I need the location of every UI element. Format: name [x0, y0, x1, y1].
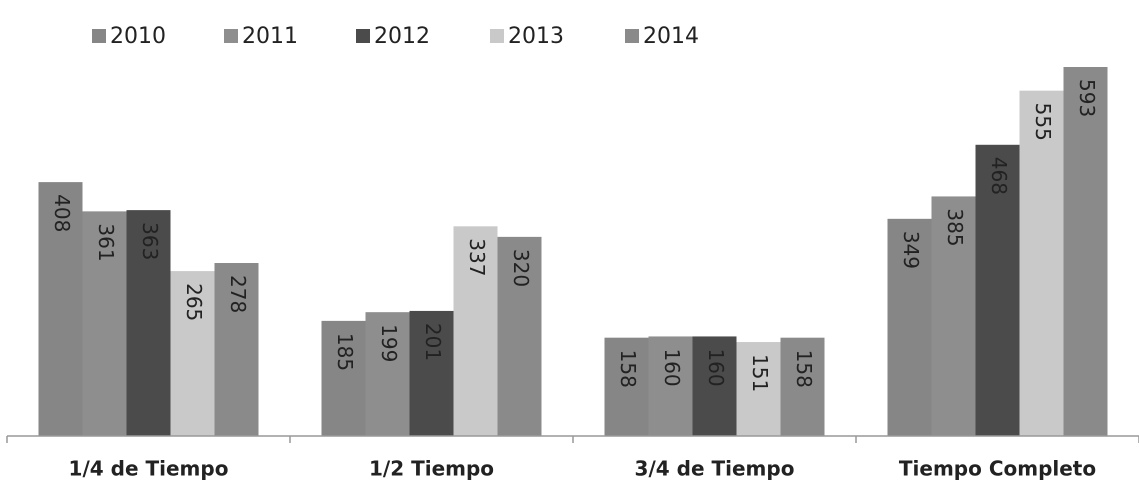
bar [82, 211, 127, 436]
bar [365, 312, 410, 436]
legend-label: 2011 [242, 24, 298, 49]
data-label: 385 [943, 208, 967, 246]
data-label: 201 [421, 323, 445, 361]
x-tick-label: 1/2 Tiempo [369, 457, 494, 481]
bar [887, 218, 932, 436]
legend-label: 2013 [508, 24, 564, 49]
data-label: 408 [50, 194, 74, 232]
legend-swatch [490, 29, 504, 43]
bar [604, 337, 649, 436]
data-label: 151 [748, 354, 772, 392]
bar [321, 320, 366, 436]
legend-swatch [356, 29, 370, 43]
data-label: 278 [226, 275, 250, 313]
bar [1019, 90, 1064, 436]
x-tick-label: 3/4 de Tiempo [635, 457, 795, 481]
data-label: 363 [138, 222, 162, 260]
x-tick-label: Tiempo Completo [899, 457, 1096, 481]
x-tick-label: 1/4 de Tiempo [69, 457, 229, 481]
legend-label: 2014 [643, 24, 699, 49]
data-label: 349 [899, 231, 923, 269]
bar [1063, 67, 1108, 436]
bar [38, 182, 83, 436]
data-label: 265 [182, 283, 206, 321]
data-label: 158 [792, 350, 816, 388]
bar [780, 337, 825, 436]
bar [126, 210, 171, 436]
bar [736, 342, 781, 436]
data-label: 593 [1075, 79, 1099, 117]
bar [453, 226, 498, 436]
data-label: 158 [616, 350, 640, 388]
data-label: 555 [1031, 103, 1055, 141]
data-label: 361 [94, 223, 118, 261]
data-label: 337 [465, 238, 489, 276]
legend-swatch [625, 29, 639, 43]
data-label: 185 [333, 333, 357, 371]
bar [692, 336, 737, 436]
bar [648, 336, 693, 436]
bar [497, 236, 542, 436]
data-label: 320 [509, 249, 533, 287]
bar [214, 263, 259, 436]
legend-label: 2012 [374, 24, 430, 49]
bar [409, 310, 454, 436]
legend-swatch [224, 29, 238, 43]
bar [170, 271, 215, 436]
data-label: 160 [660, 348, 684, 386]
bar [931, 196, 976, 436]
data-label: 160 [704, 348, 728, 386]
bar [975, 144, 1020, 436]
legend-label: 2010 [110, 24, 166, 49]
data-label: 468 [987, 157, 1011, 195]
data-label: 199 [377, 324, 401, 362]
legend-swatch [92, 29, 106, 43]
